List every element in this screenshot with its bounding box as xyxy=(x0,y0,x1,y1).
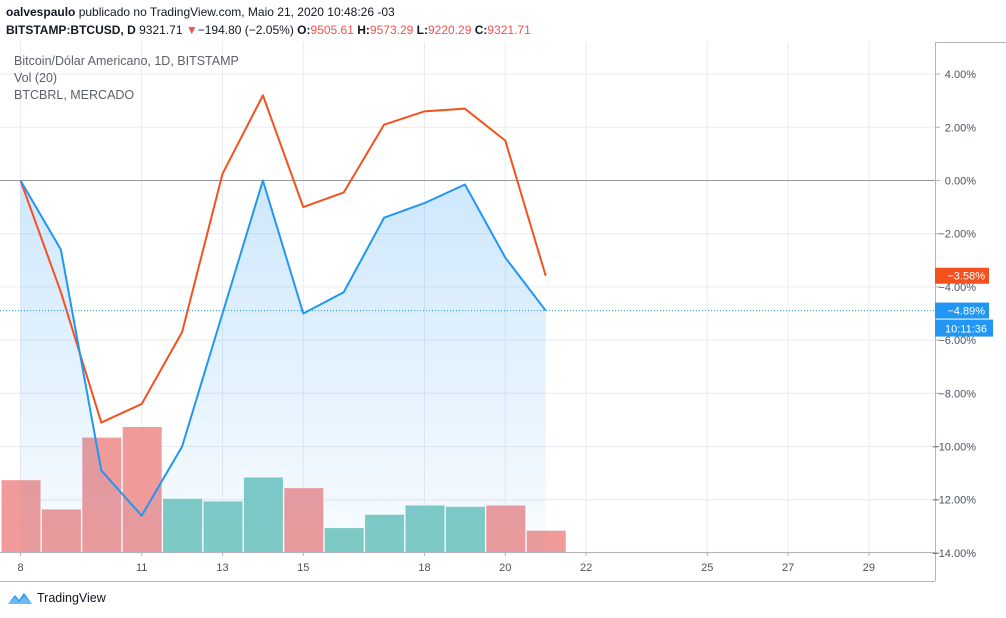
last-label-btcbrl-bg xyxy=(935,267,989,284)
high-label: H: xyxy=(357,23,370,37)
x-tick-label: 20 xyxy=(499,562,511,574)
y-tick-label: −10.00% xyxy=(932,442,976,454)
close-value: 9321.71 xyxy=(487,23,531,37)
y-tick-label: −2.00% xyxy=(938,229,976,241)
series-line-btcbrl xyxy=(19,94,547,424)
last-label-btcusd-bg xyxy=(935,302,989,319)
countdown-label: 10:11:36 xyxy=(945,324,987,336)
open-value: 9505.61 xyxy=(310,23,354,37)
y-tick-label: −12.00% xyxy=(932,495,976,507)
y-tick-label: 0.00% xyxy=(945,176,976,188)
y-tick-label: −8.00% xyxy=(938,388,976,400)
axes: 4.00% 2.00% 0.00% −2.00% −4.00% −6.00% −8.00% −… xyxy=(0,42,1006,582)
x-tick-label: 25 xyxy=(701,562,713,574)
legend-compare-series[interactable]: BTCBRL, MERCADO xyxy=(14,88,135,102)
close-label: C: xyxy=(474,23,488,37)
publish-info: oalvespaulo publicado no TradingView.com… xyxy=(6,4,395,20)
symbol-label: BITSTAMP:BTCUSD, D xyxy=(6,23,136,37)
legend-main-series[interactable]: Bitcoin/Dólar Americano, 1D, BITSTAMP xyxy=(14,54,239,68)
legend-volume[interactable]: Vol (20) xyxy=(14,71,58,85)
x-tick-label: 11 xyxy=(136,562,147,574)
x-tick-label: 29 xyxy=(863,562,875,574)
change-arrow-icon: ▼ xyxy=(185,23,198,37)
last-label-btcbrl: −3.58% xyxy=(947,271,985,283)
countdown-bg xyxy=(935,319,993,337)
x-tick-label: 18 xyxy=(418,562,430,574)
x-tick-label: 22 xyxy=(580,562,592,574)
high-value: 9573.29 xyxy=(369,23,414,37)
chart-legend: Bitcoin/Dólar Americano, 1D, BITSTAMP Vo… xyxy=(14,53,239,104)
area-fill xyxy=(20,180,546,552)
low-label: L: xyxy=(416,23,428,37)
author-name[interactable]: oalvespaulo xyxy=(6,5,76,19)
price-labels: −3.58% −4.89% 10:11:36 xyxy=(935,267,993,337)
series-lines xyxy=(0,94,935,517)
brand-name: TradingView xyxy=(37,591,106,605)
publish-text: publicado no TradingView.com, Maio 21, 2… xyxy=(78,5,395,19)
x-tick-label: 15 xyxy=(297,562,309,574)
series-line-btcusd xyxy=(19,179,547,517)
ohlc-bar: BITSTAMP:BTCUSD, D 9321.71 ▼−194.80 (−2.… xyxy=(6,22,531,38)
x-tick-label: 8 xyxy=(17,562,23,574)
tradingview-logo-icon xyxy=(8,593,32,604)
y-tick-label: −4.00% xyxy=(938,282,976,294)
open-label: O: xyxy=(297,23,311,37)
low-value: 9220.29 xyxy=(427,23,472,37)
y-tick-label: −14.00% xyxy=(932,548,976,560)
y-tick-label: −6.00% xyxy=(938,335,976,347)
change-value: −194.80 (−2.05%) xyxy=(197,23,294,37)
y-tick-label: 2.00% xyxy=(945,122,976,134)
y-tick-label: 4.00% xyxy=(945,69,976,81)
x-tick-label: 13 xyxy=(216,562,228,574)
last-label-btcusd: −4.89% xyxy=(947,306,985,318)
tradingview-brand[interactable]: TradingView xyxy=(8,591,106,605)
x-tick-label: 27 xyxy=(782,562,794,574)
last-price: 9321.71 xyxy=(139,23,183,37)
area-fill-main xyxy=(20,180,546,552)
